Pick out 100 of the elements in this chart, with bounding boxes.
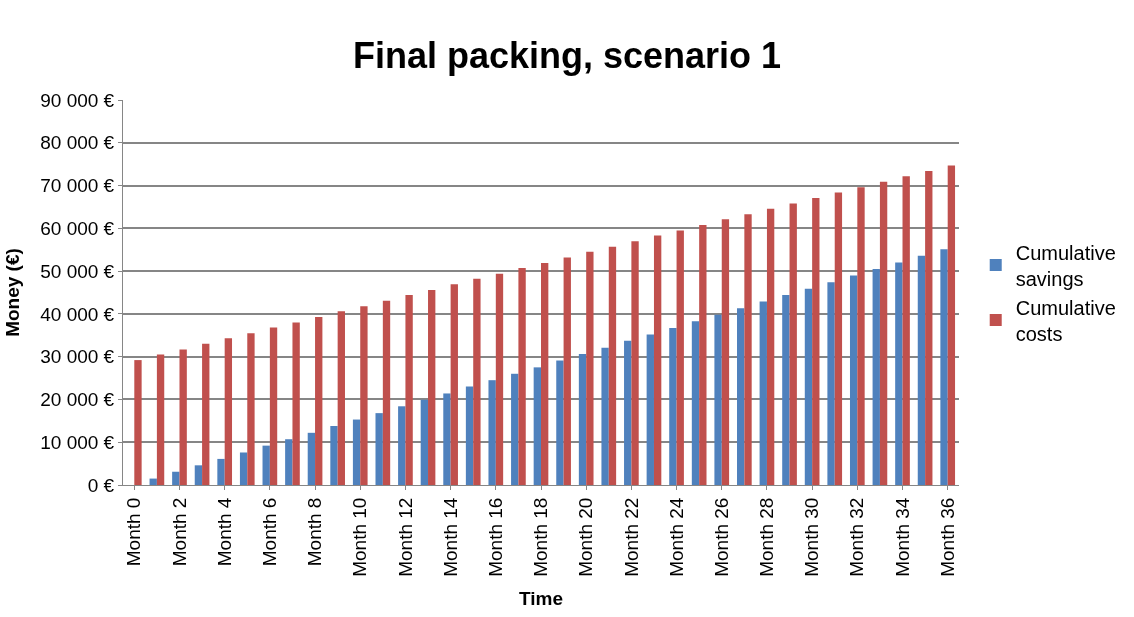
bar	[194, 465, 203, 485]
x-tick-label: Month 12	[394, 497, 416, 577]
bar	[624, 340, 632, 485]
chart-title: Final packing, scenario 1	[352, 35, 782, 77]
bar	[699, 224, 707, 485]
bar	[857, 187, 865, 485]
bar	[450, 284, 458, 485]
bar	[375, 413, 383, 485]
x-tick-label: Month 14	[439, 497, 461, 577]
bar	[849, 275, 858, 485]
bar	[804, 288, 813, 485]
bar	[631, 241, 639, 485]
bar	[217, 458, 225, 485]
bar	[812, 197, 820, 485]
bar	[947, 165, 956, 485]
bar	[420, 399, 429, 485]
x-tick-label: Month 36	[936, 497, 958, 577]
bar	[134, 360, 142, 485]
bar	[382, 300, 391, 485]
y-tick-label: 60 000 €	[40, 217, 115, 239]
bar	[488, 380, 496, 485]
bar	[443, 393, 451, 485]
bar	[330, 425, 338, 485]
y-tick-label: 10 000 €	[40, 431, 115, 453]
legend-label: Cumulative costs	[1015, 296, 1116, 345]
x-tick-label: Month 0	[123, 497, 145, 567]
bar	[495, 273, 504, 485]
bar	[398, 406, 406, 485]
bar	[556, 360, 564, 485]
bar	[315, 316, 323, 485]
bar	[511, 373, 519, 485]
x-tick-label: Month 26	[710, 497, 732, 577]
bar	[292, 322, 300, 485]
bar	[646, 334, 654, 485]
bar	[473, 278, 481, 485]
bar	[669, 328, 677, 485]
bar	[759, 301, 767, 485]
bar	[352, 419, 361, 485]
bar	[895, 262, 903, 485]
bar	[563, 257, 571, 485]
x-tick-label: Month 32	[846, 497, 868, 577]
bar	[285, 439, 293, 485]
x-tick-label: Month 34	[891, 497, 913, 577]
x-tick-label: Month 8	[304, 497, 326, 567]
bar	[601, 347, 609, 485]
y-tick-label: 90 000 €	[40, 89, 115, 111]
x-tick-label: Month 10	[349, 497, 371, 577]
y-tick-label: 30 000 €	[40, 346, 115, 368]
x-tick-label: Month 2	[168, 497, 190, 567]
bar	[156, 354, 165, 485]
x-tick-label: Month 30	[801, 497, 823, 577]
bar	[827, 282, 835, 485]
bar	[766, 208, 775, 485]
bar	[541, 262, 549, 485]
bar	[721, 219, 730, 485]
x-tick-label: Month 16	[484, 497, 506, 577]
x-tick-label: Month 6	[259, 497, 281, 567]
y-tick-label: 80 000 €	[40, 132, 115, 154]
bar	[239, 452, 248, 485]
bar	[247, 333, 255, 485]
bar	[578, 354, 587, 485]
bar	[714, 314, 722, 485]
bar	[925, 171, 933, 485]
y-tick-label: 20 000 €	[40, 389, 115, 411]
bar	[179, 349, 187, 485]
x-tick-label: Month 24	[665, 497, 687, 577]
bar	[337, 311, 345, 485]
bar	[902, 176, 910, 485]
x-tick-label: Month 4	[213, 497, 235, 567]
bar	[533, 367, 541, 485]
bar	[269, 327, 278, 485]
bar	[789, 203, 797, 485]
y-tick-label: 70 000 €	[40, 175, 115, 197]
bar	[676, 230, 684, 485]
bar	[172, 471, 180, 485]
bar	[744, 214, 752, 485]
y-axis-title: Money (€)	[2, 248, 24, 337]
bar	[737, 308, 745, 485]
x-axis-title: Time	[518, 587, 564, 609]
y-tick-label: 0 €	[87, 474, 115, 496]
bar	[405, 295, 413, 485]
bar	[691, 321, 700, 485]
bar	[879, 181, 888, 485]
bar	[262, 445, 270, 485]
bar	[940, 249, 948, 485]
bar	[653, 235, 662, 485]
bar	[917, 255, 926, 485]
bar	[872, 268, 880, 485]
y-tick-label: 40 000 €	[40, 303, 115, 325]
x-tick-label: Month 20	[575, 497, 597, 577]
x-tick-label: Month 22	[620, 497, 642, 577]
bar	[465, 386, 474, 485]
legend-label: Cumulative savings	[1015, 241, 1116, 290]
bar	[307, 432, 316, 485]
bar	[586, 251, 594, 485]
y-tick-label: 50 000 €	[40, 260, 115, 282]
bar	[202, 343, 210, 485]
bar	[360, 306, 368, 485]
bar	[224, 338, 233, 485]
bar	[608, 246, 617, 485]
